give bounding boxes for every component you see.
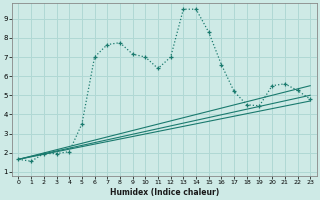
X-axis label: Humidex (Indice chaleur): Humidex (Indice chaleur) — [110, 188, 219, 197]
